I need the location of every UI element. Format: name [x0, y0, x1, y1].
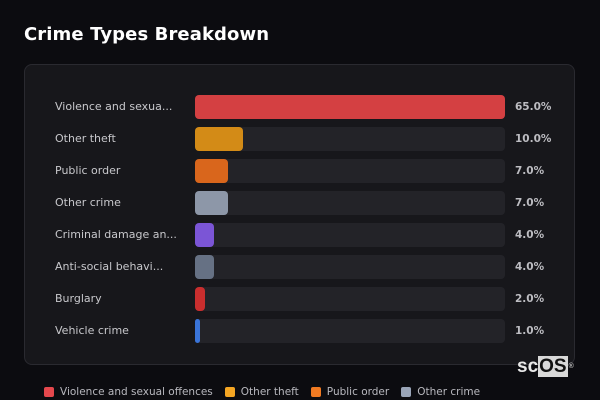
- row-percentage: 4.0%: [515, 261, 545, 273]
- bar[interactable]: [195, 255, 214, 279]
- row-label: Criminal damage an...: [55, 228, 177, 241]
- row-label: Violence and sexua...: [55, 100, 173, 113]
- row-label: Public order: [55, 164, 121, 177]
- row-percentage: 4.0%: [515, 229, 545, 241]
- bar-row: Other crime 7.0%: [25, 191, 574, 215]
- bar[interactable]: [195, 127, 243, 151]
- bar-track: [195, 127, 505, 151]
- legend-item[interactable]: Other crime: [401, 386, 480, 398]
- row-label: Burglary: [55, 292, 102, 305]
- scos-logo: scOS ®: [517, 356, 574, 377]
- chart-panel: Violence and sexua... 65.0% Other theft …: [24, 64, 575, 365]
- bar-row: Criminal damage an... 4.0%: [25, 223, 574, 247]
- bar[interactable]: [195, 287, 205, 311]
- bar[interactable]: [195, 319, 200, 343]
- row-label: Anti-social behavi...: [55, 260, 164, 273]
- legend-swatch-icon: [310, 387, 321, 397]
- legend-label: Other crime: [417, 386, 481, 398]
- bar[interactable]: [195, 223, 214, 247]
- bar[interactable]: [195, 159, 228, 183]
- row-percentage: 7.0%: [515, 197, 545, 209]
- legend-item[interactable]: Violence and sexual offences: [44, 386, 213, 398]
- legend-label: Public order: [326, 386, 390, 398]
- bar-track: [195, 95, 505, 119]
- bar-row: Public order 7.0%: [25, 159, 574, 183]
- row-percentage: 65.0%: [515, 101, 552, 113]
- bar-track: [195, 287, 505, 311]
- row-percentage: 10.0%: [515, 133, 552, 145]
- legend-label: Violence and sexual offences: [60, 386, 213, 398]
- legend-item[interactable]: Public order: [310, 386, 390, 398]
- bar-track: [195, 319, 505, 343]
- bar[interactable]: [195, 191, 228, 215]
- legend-swatch-icon: [401, 387, 412, 397]
- row-percentage: 1.0%: [515, 325, 545, 337]
- bar-row: Violence and sexua... 65.0%: [25, 95, 574, 119]
- row-label: Vehicle crime: [55, 324, 129, 337]
- row-percentage: 7.0%: [515, 165, 545, 177]
- bar-track: [195, 159, 505, 183]
- bar-row: Anti-social behavi... 4.0%: [25, 255, 574, 279]
- bar-row: Other theft 10.0%: [25, 127, 574, 151]
- bar-track: [195, 223, 505, 247]
- legend-label: Other theft: [240, 386, 299, 398]
- bar-row: Vehicle crime 1.0%: [25, 319, 574, 343]
- legend-swatch-icon: [44, 387, 54, 397]
- bar-row: Burglary 2.0%: [25, 287, 574, 311]
- logo-box: OS: [538, 356, 568, 377]
- legend-swatch-icon: [224, 387, 235, 397]
- row-label: Other theft: [55, 132, 116, 145]
- row-percentage: 2.0%: [515, 293, 545, 305]
- registered-mark: ®: [568, 363, 574, 370]
- row-label: Other crime: [55, 196, 121, 209]
- bar-track: [195, 255, 505, 279]
- bar[interactable]: [195, 95, 505, 119]
- bar-track: [195, 191, 505, 215]
- chart-title: Crime Types Breakdown: [24, 24, 270, 45]
- legend-item[interactable]: Other theft: [224, 386, 299, 398]
- chart-legend: Violence and sexual offences Other theft…: [44, 386, 480, 398]
- logo-prefix: sc: [517, 356, 539, 377]
